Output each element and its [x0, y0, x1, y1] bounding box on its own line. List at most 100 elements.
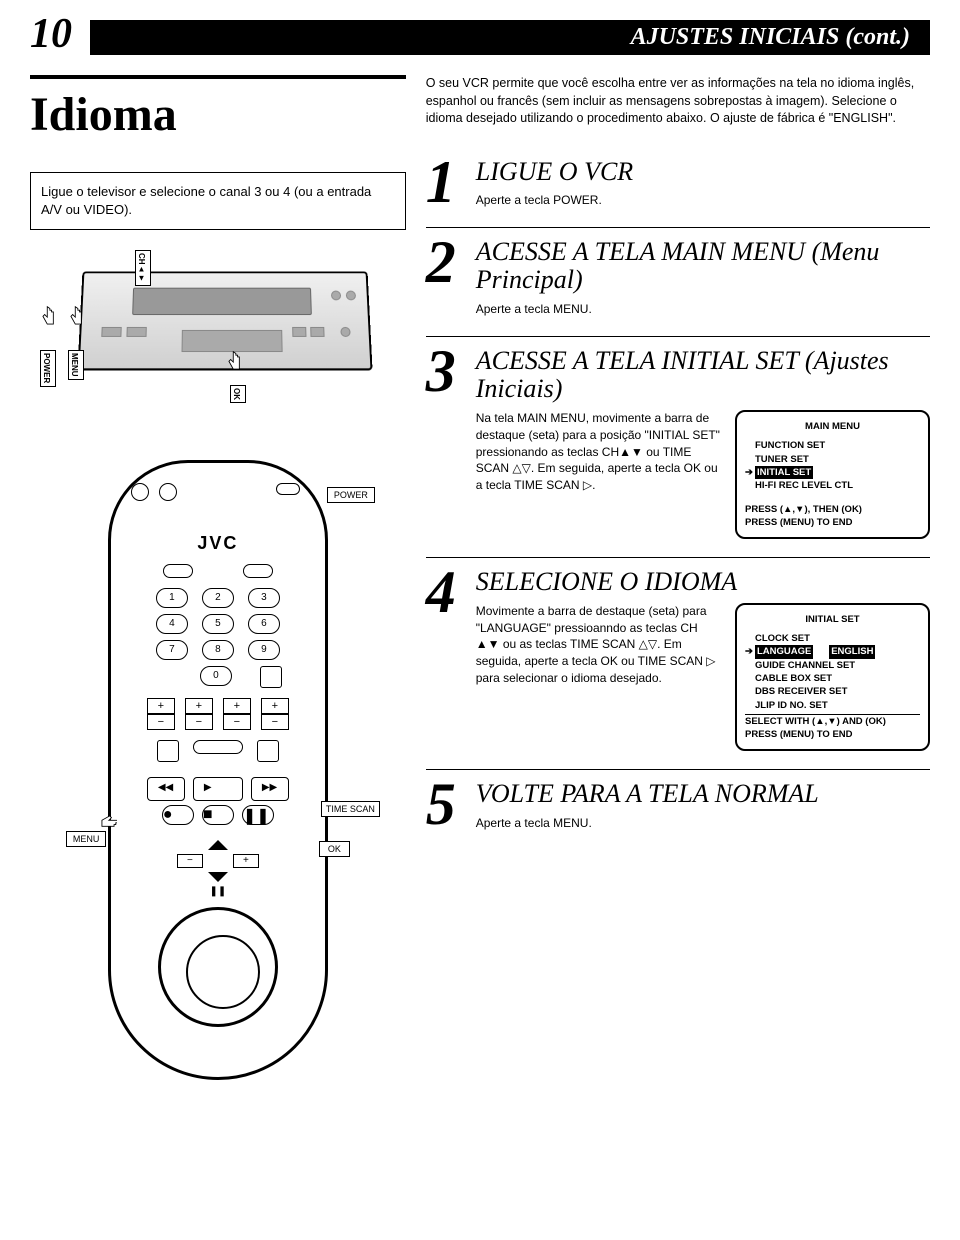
- nav-left: −: [177, 854, 203, 868]
- label-ok-remote: OK: [319, 841, 350, 857]
- initial-set-box: INITIAL SET CLOCK SET ➔LANGUAGE ENGLISH …: [735, 603, 930, 752]
- label-power: POWER: [40, 350, 56, 386]
- minus-button: −: [147, 714, 175, 730]
- label-power-remote: POWER: [327, 487, 375, 503]
- remote-numrow: 123: [131, 588, 305, 608]
- vcr-button: [310, 327, 324, 337]
- menu-item: GUIDE CHANNEL SET: [755, 660, 855, 671]
- menu-item: JLIP ID NO. SET: [755, 700, 828, 711]
- menu-footer: SELECT WITH (▲,▼) AND (OK): [745, 715, 920, 728]
- remote-top-row: [131, 483, 305, 513]
- step-text: Aperte a tecla POWER.: [476, 192, 930, 209]
- menu-title: INITIAL SET: [745, 613, 920, 626]
- menu-item: HI-FI REC LEVEL CTL: [755, 480, 853, 491]
- num-7: 7: [156, 640, 188, 660]
- step-3: 3 ACESSE A TELA INITIAL SET (Ajustes Ini…: [426, 336, 930, 539]
- step-4: 4 SELECIONE O IDIOMA Movimente a barra d…: [426, 557, 930, 751]
- hand-icon: [99, 809, 117, 835]
- nav-down-icon: [208, 872, 228, 882]
- remote-small-button: [157, 740, 179, 762]
- label-timescan-remote: TIME SCAN: [321, 801, 380, 817]
- nav-right: +: [233, 854, 259, 868]
- hand-icon: [226, 350, 244, 376]
- step-title: SELECIONE O IDIOMA: [476, 568, 930, 597]
- step-text: Aperte a tecla MENU.: [476, 815, 930, 832]
- num-2: 2: [202, 588, 234, 608]
- remote-numrow: 789: [131, 640, 305, 660]
- num-9: 9: [248, 640, 280, 660]
- num-8: 8: [202, 640, 234, 660]
- hand-icon: [68, 305, 86, 331]
- num-4: 4: [156, 614, 188, 634]
- remote-pill-button: [163, 564, 193, 578]
- remote-square-button: [260, 666, 282, 688]
- menu-value: ENGLISH: [829, 645, 875, 658]
- remote-brand: JVC: [131, 533, 305, 554]
- nav-up-icon: [208, 840, 228, 850]
- plus-button: +: [185, 698, 213, 714]
- remote-diagram: POWER JVC 123 456 789 0 +− +− +− +−: [108, 460, 328, 1080]
- menu-footer: PRESS (MENU) TO END: [745, 728, 920, 741]
- vcr-button: [126, 327, 146, 337]
- menu-item: CABLE BOX SET: [755, 673, 832, 684]
- minus-button: −: [261, 714, 289, 730]
- rewind-button: ◀◀: [147, 777, 185, 801]
- remote-wide-button: [193, 740, 243, 754]
- remote-jog-wheel: [158, 907, 278, 1027]
- step-5: 5 VOLTE PARA A TELA NORMAL Aperte a tecl…: [426, 769, 930, 831]
- vcr-knob: [346, 291, 356, 301]
- num-0: 0: [200, 666, 232, 686]
- vcr-body: [77, 272, 372, 371]
- step-text: Movimente a barra de destaque (seta) par…: [476, 603, 723, 752]
- step-2: 2 ACESSE A TELA MAIN MENU (Menu Principa…: [426, 227, 930, 318]
- vcr-knob: [340, 327, 350, 337]
- menu-footer: PRESS (MENU) TO END: [745, 516, 920, 529]
- menu-item: FUNCTION SET: [755, 440, 825, 451]
- step-text: Na tela MAIN MENU, movimente a barra de …: [476, 410, 723, 539]
- remote-led: [159, 483, 177, 501]
- remote-transport: ◀◀▶▶▶ ●■❚❚: [138, 777, 298, 825]
- step-title: LIGUE O VCR: [476, 158, 930, 187]
- menu-item: CLOCK SET: [755, 633, 810, 644]
- label-menu: MENU: [68, 350, 84, 380]
- remote-nav: −+ ❚❚: [131, 840, 305, 897]
- step-number: 2: [426, 238, 476, 318]
- vcr-cassette-slot: [132, 288, 312, 315]
- label-ok: OK: [230, 385, 246, 403]
- step-number: 5: [426, 780, 476, 831]
- num-6: 6: [248, 614, 280, 634]
- step-title: ACESSE A TELA INITIAL SET (Ajustes Inici…: [476, 347, 930, 404]
- step-text: Aperte a tecla MENU.: [476, 301, 930, 318]
- num-3: 3: [248, 588, 280, 608]
- header-stripe: AJUSTES INICIAIS (cont.): [90, 20, 930, 55]
- plus-button: +: [261, 698, 289, 714]
- intro-text: O seu VCR permite que você escolha entre…: [426, 75, 930, 128]
- vcr-display: [182, 330, 283, 352]
- num-1: 1: [156, 588, 188, 608]
- remote-plusminus: +− +− +− +−: [131, 698, 305, 730]
- vcr-diagram: POWER MENU CH▲▼ OK: [30, 250, 406, 430]
- vcr-knob: [331, 291, 341, 301]
- rec-button: ●: [162, 805, 194, 825]
- vcr-button: [101, 327, 121, 337]
- pause-button: ❚❚: [242, 805, 274, 825]
- menu-item-selected: INITIAL SET: [755, 466, 813, 479]
- remote-pill-button: [243, 564, 273, 578]
- step-number: 3: [426, 347, 476, 539]
- step-title: VOLTE PARA A TELA NORMAL: [476, 780, 930, 809]
- remote-led: [131, 483, 149, 501]
- minus-button: −: [185, 714, 213, 730]
- plus-button: +: [223, 698, 251, 714]
- vcr-button: [292, 327, 306, 337]
- hand-icon: [40, 305, 58, 331]
- remote-small-button: [257, 740, 279, 762]
- menu-item-selected: LANGUAGE: [755, 645, 813, 658]
- remote-numrow: 456: [131, 614, 305, 634]
- num-5: 5: [202, 614, 234, 634]
- step-number: 4: [426, 568, 476, 751]
- step-title: ACESSE A TELA MAIN MENU (Menu Principal): [476, 238, 930, 295]
- page-number: 10: [30, 10, 72, 58]
- instruction-box: Ligue o televisor e selecione o canal 3 …: [30, 172, 406, 230]
- remote-numrow: 0: [131, 666, 305, 688]
- menu-footer: PRESS (▲,▼), THEN (OK): [745, 503, 920, 516]
